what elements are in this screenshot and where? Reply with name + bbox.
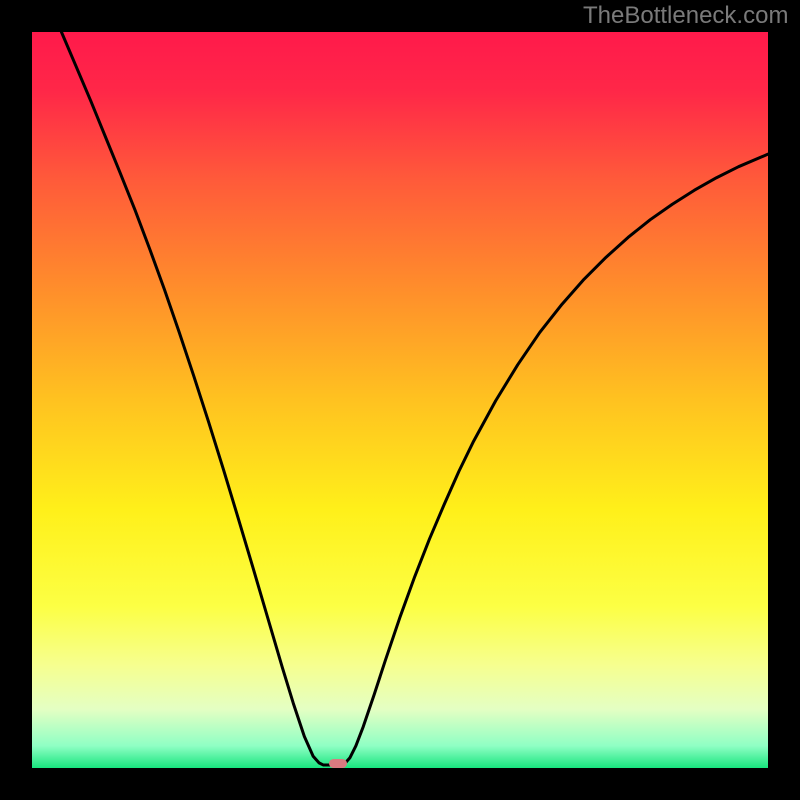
bottleneck-curve [0, 0, 800, 800]
optimal-marker [329, 759, 347, 769]
watermark-text: TheBottleneck.com [583, 2, 788, 30]
